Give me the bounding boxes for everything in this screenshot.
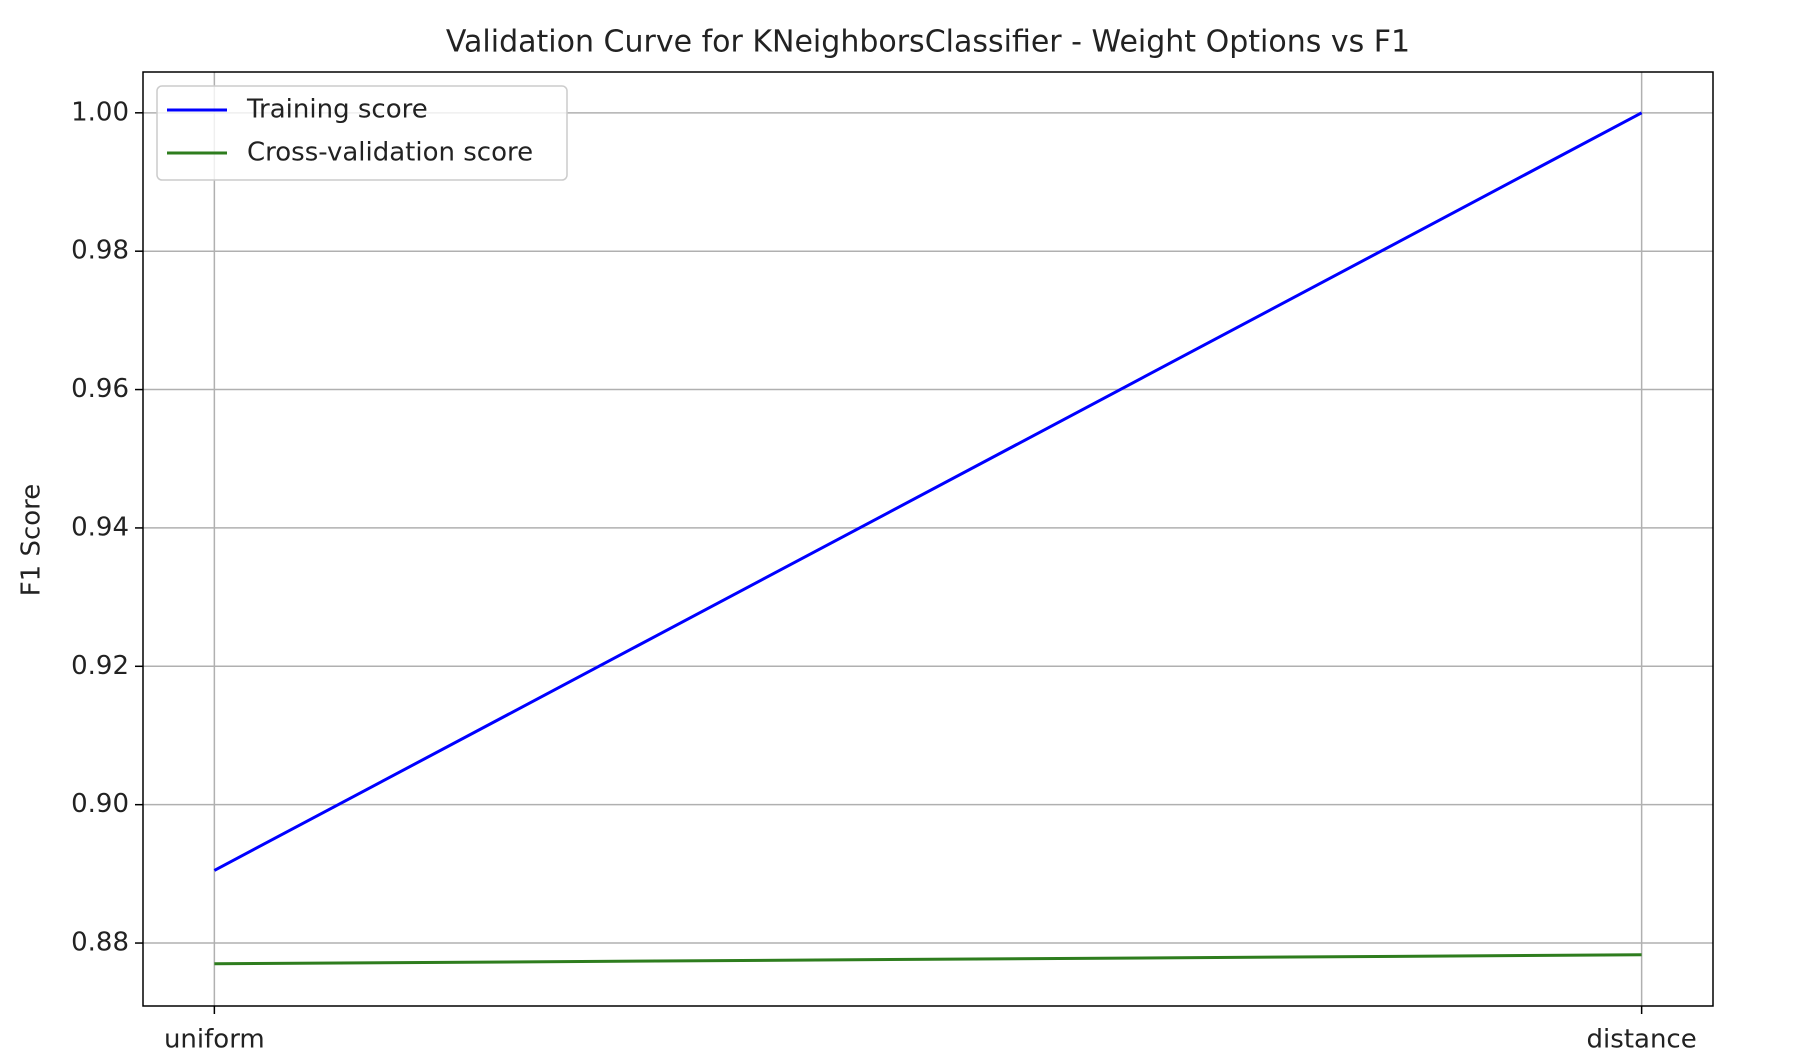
plot-frame — [142, 71, 1714, 1007]
legend-label: Cross-validation score — [247, 138, 533, 168]
x-tick-label: distance — [1587, 1025, 1697, 1055]
chart-title: Validation Curve for KNeighborsClassifie… — [446, 25, 1410, 60]
line-series — [213, 111, 1643, 872]
legend-box — [156, 85, 568, 181]
y-tick-label: 1.00 — [71, 97, 129, 127]
y-tick-label: 0.98 — [71, 236, 129, 266]
y-tick-label: 0.94 — [71, 512, 129, 542]
y-tick-label: 0.88 — [71, 928, 129, 958]
line-series — [214, 953, 1642, 966]
y-tick-label: 0.92 — [71, 651, 129, 681]
y-tick-label: 0.90 — [71, 789, 129, 819]
y-tick-label: 0.96 — [71, 374, 129, 404]
legend-label: Training score — [246, 95, 428, 125]
y-axis-label: F1 Score — [17, 484, 47, 597]
x-tick-label: uniform — [164, 1025, 265, 1055]
